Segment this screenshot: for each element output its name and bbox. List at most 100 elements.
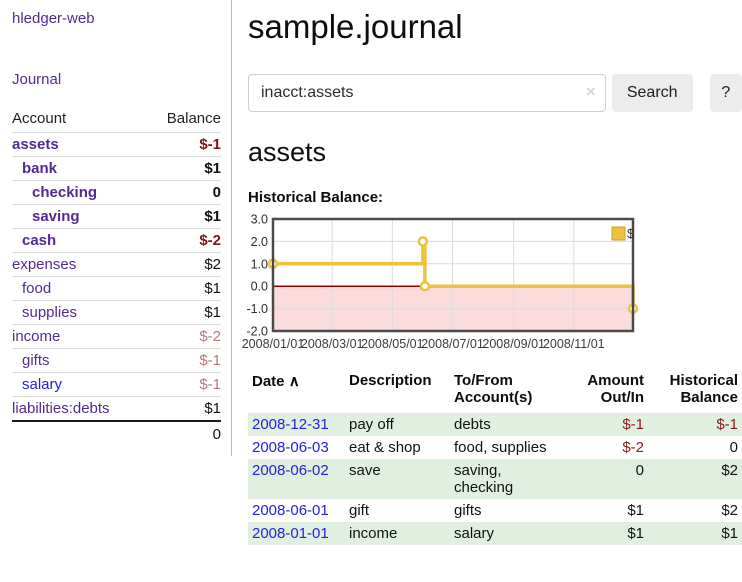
- account-row: bank $1: [12, 156, 221, 181]
- x-tick-label: 2008/03/01: [301, 337, 364, 351]
- transaction-amount: $1: [627, 525, 644, 542]
- account-balance: $1: [146, 204, 221, 229]
- y-tick-label: 1.0: [251, 257, 268, 271]
- x-tick-label: 2008/07/01: [421, 337, 484, 351]
- transaction-balance: 0: [729, 439, 738, 456]
- x-tick-label: 2008/05/01: [361, 337, 424, 351]
- transaction-balance: $1: [721, 525, 738, 542]
- transaction-description: gift: [349, 502, 370, 519]
- account-row: cash $-2: [12, 228, 221, 253]
- accounts-col-account: Account: [12, 108, 147, 133]
- accounts-col-balance: Balance: [146, 108, 221, 133]
- sidebar-account-link[interactable]: salary: [22, 376, 63, 393]
- register-row: 2008-01-01 income salary $1 $1: [248, 522, 742, 545]
- register-table: Date ∧ Description To/From Account(s) Am…: [248, 370, 742, 545]
- register-col-date[interactable]: Date ∧: [252, 373, 300, 390]
- sidebar: hledger-web Journal Account Balance asse…: [0, 0, 232, 456]
- legend-swatch: [611, 226, 626, 241]
- y-tick-label: -2.0: [246, 325, 268, 339]
- x-tick-label: 2008/11/01: [543, 337, 605, 351]
- transaction-description: save: [349, 462, 381, 479]
- main-content: sample.journal × Search ? assets Histori…: [242, 0, 742, 545]
- register-table-body: 2008-12-31 pay off debts $-1 $-1 2008-06…: [248, 413, 742, 545]
- transaction-date-link[interactable]: 2008-01-01: [252, 525, 329, 542]
- account-row: salary $-1: [12, 372, 221, 397]
- account-balance: $1: [204, 400, 221, 417]
- account-row: assets $-1: [12, 132, 221, 157]
- y-tick-label: 2.0: [251, 235, 268, 249]
- transaction-accounts: saving, checking: [454, 462, 514, 496]
- account-balance: $2: [146, 252, 221, 277]
- register-header-row: Date ∧ Description To/From Account(s) Am…: [248, 370, 742, 413]
- help-button[interactable]: ?: [709, 74, 742, 112]
- page-title: sample.journal: [248, 8, 463, 45]
- y-tick-label: -1.0: [246, 302, 268, 316]
- register-row: 2008-06-02 save saving, checking 0 $2: [248, 459, 742, 499]
- sidebar-account-link[interactable]: food: [22, 280, 52, 297]
- account-row: liabilities:debts $1: [12, 397, 221, 422]
- sort-ascending-icon: ∧: [288, 373, 300, 390]
- transaction-amount: $1: [627, 502, 644, 519]
- search-button[interactable]: Search: [611, 74, 693, 112]
- sidebar-account-link[interactable]: supplies: [22, 304, 78, 321]
- register-row: 2008-06-01 gift gifts $1 $2: [248, 499, 742, 522]
- account-balance: $1: [146, 300, 221, 325]
- transaction-amount: 0: [635, 462, 644, 479]
- transaction-date-link[interactable]: 2008-06-03: [252, 439, 329, 456]
- sidebar-account-link[interactable]: bank: [22, 160, 58, 177]
- account-row: saving $1: [12, 204, 221, 229]
- plot-border: [271, 217, 635, 333]
- account-balance: $-1: [146, 372, 221, 397]
- sidebar-account-link[interactable]: expenses: [12, 256, 77, 273]
- account-row: supplies $1: [12, 300, 221, 325]
- register-col-accounts: To/From Account(s): [454, 372, 533, 406]
- register-col-description: Description: [349, 372, 432, 389]
- transaction-accounts: gifts: [454, 502, 482, 519]
- sidebar-account-link[interactable]: income: [12, 328, 61, 345]
- transaction-accounts: salary: [454, 525, 495, 542]
- sidebar-item-journal[interactable]: Journal: [12, 71, 62, 88]
- data-point-marker: [417, 236, 429, 247]
- legend-label: $: [627, 226, 635, 241]
- sidebar-account-link[interactable]: liabilities:debts: [12, 400, 110, 417]
- historical-balance-chart: $3.0 2.0 1.0 0.0 -1.0 -2.02008/01/012008/03/0…: [242, 213, 639, 351]
- transaction-balance: $-1: [716, 416, 738, 433]
- register-col-amount: Amount Out/In: [587, 372, 644, 406]
- clear-search-icon[interactable]: ×: [585, 82, 596, 101]
- account-balance: $-1: [146, 132, 221, 157]
- search-input[interactable]: [248, 74, 606, 112]
- y-tick-label: 3.0: [251, 213, 268, 227]
- accounts-total-row: 0: [12, 420, 221, 446]
- sidebar-account-link[interactable]: assets: [12, 136, 59, 153]
- search-form: × Search ?: [248, 74, 742, 112]
- brand-link[interactable]: hledger-web: [12, 10, 95, 27]
- account-row: income $-2: [12, 324, 221, 349]
- transaction-balance: $2: [721, 502, 738, 519]
- account-row: food $1: [12, 276, 221, 301]
- chart-title: Historical Balance:: [248, 189, 384, 206]
- transaction-accounts: food, supplies: [454, 439, 547, 456]
- transaction-description: eat & shop: [349, 439, 421, 456]
- account-balance: $1: [146, 276, 221, 301]
- transaction-date-link[interactable]: 2008-06-01: [252, 502, 329, 519]
- y-tick-label: 0.0: [251, 280, 268, 294]
- x-tick-label: 2008/01/01: [242, 337, 305, 351]
- accounts-table-body: assets $-1 bank $1 checking 0 saving $1 …: [12, 132, 221, 422]
- transaction-date-link[interactable]: 2008-12-31: [252, 416, 329, 433]
- x-tick-label: 2008/09/01: [482, 337, 545, 351]
- account-row: expenses $2: [12, 252, 221, 277]
- account-balance: 0: [146, 180, 221, 205]
- sidebar-account-link[interactable]: checking: [32, 184, 98, 201]
- account-balance: $-2: [146, 228, 221, 253]
- sidebar-account-link[interactable]: gifts: [22, 352, 50, 369]
- transaction-date-link[interactable]: 2008-06-02: [252, 462, 329, 479]
- sidebar-account-link[interactable]: saving: [32, 208, 80, 225]
- transaction-description: income: [349, 525, 398, 542]
- register-row: 2008-12-31 pay off debts $-1 $-1: [248, 413, 742, 436]
- data-point-marker: [419, 280, 431, 292]
- account-balance: $1: [146, 156, 221, 181]
- sidebar-account-link[interactable]: cash: [22, 232, 57, 249]
- account-balance: $-1: [146, 348, 221, 373]
- register-row: 2008-06-03 eat & shop food, supplies $-2…: [248, 436, 742, 459]
- transaction-accounts: debts: [454, 416, 491, 433]
